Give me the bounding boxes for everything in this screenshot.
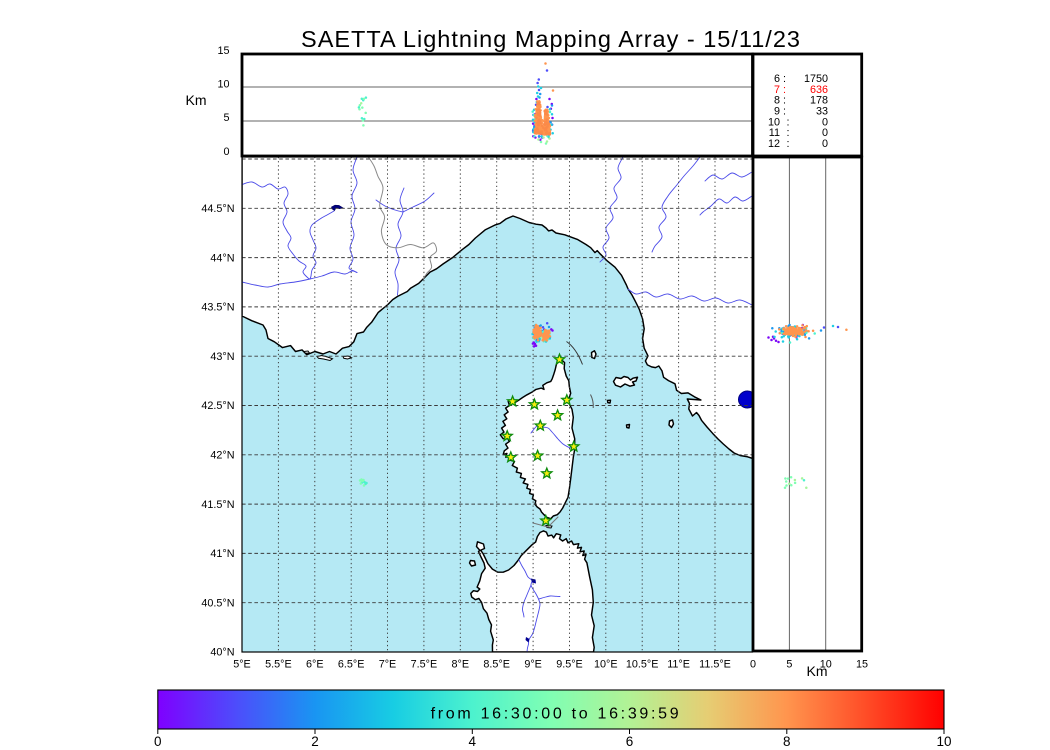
svg-text:43.5°N: 43.5°N [201,302,234,314]
svg-text:7°E: 7°E [379,659,397,671]
svg-text:2: 2 [311,734,319,749]
svg-text:from 16:30:00 to 16:39:59: from 16:30:00 to 16:39:59 [431,706,682,723]
svg-text:7.5°E: 7.5°E [411,659,438,671]
svg-text:11°E: 11°E [667,659,690,671]
svg-text:6°E: 6°E [306,659,324,671]
svg-text:42.5°N: 42.5°N [201,400,234,412]
svg-text:11: 11 [769,127,780,139]
svg-text:40°N: 40°N [210,647,234,659]
svg-text:9.5°E: 9.5°E [556,659,583,671]
svg-text:6: 6 [626,734,634,749]
svg-text:8.5°E: 8.5°E [483,659,510,671]
svg-text:8: 8 [783,734,791,749]
svg-text:44°N: 44°N [210,252,234,264]
svg-text::: : [787,138,790,150]
svg-text:44.5°N: 44.5°N [201,203,234,215]
svg-text:15: 15 [217,45,229,57]
svg-text:0: 0 [750,659,756,671]
svg-text:6.5°E: 6.5°E [338,659,365,671]
svg-text:0: 0 [822,116,828,128]
svg-text:41.5°N: 41.5°N [201,499,234,511]
svg-text:10°E: 10°E [594,659,618,671]
svg-text:10: 10 [936,734,951,749]
svg-text:5°E: 5°E [233,659,251,671]
svg-text:8°E: 8°E [452,659,470,671]
svg-text:12: 12 [768,138,780,150]
svg-text::: : [787,116,790,128]
svg-text:178: 178 [810,95,828,107]
svg-text:9°E: 9°E [524,659,542,671]
svg-text:42°N: 42°N [210,450,234,462]
svg-text:Km: Km [186,92,207,108]
svg-text:40.5°N: 40.5°N [201,597,234,609]
svg-text:Km: Km [807,663,828,679]
svg-text:5: 5 [223,112,229,124]
svg-text::: : [787,127,790,139]
svg-text:SAETTA Lightning Mapping Array: SAETTA Lightning Mapping Array - 15/11/2… [301,26,801,52]
svg-text:7: 7 [774,84,780,96]
svg-text:0: 0 [822,138,828,150]
svg-text:33: 33 [816,106,828,118]
svg-text:11.5°E: 11.5°E [699,659,731,671]
svg-text:10.5°E: 10.5°E [626,659,659,671]
svg-text:8: 8 [774,95,780,107]
svg-text::: : [783,95,786,107]
svg-text:6: 6 [774,73,780,85]
svg-text:0: 0 [822,127,828,139]
svg-text:43°N: 43°N [210,351,234,363]
svg-text:1750: 1750 [804,73,828,85]
svg-text:41°N: 41°N [210,548,234,560]
svg-text:10: 10 [768,116,780,128]
svg-text::: : [783,84,786,96]
svg-text::: : [783,106,786,118]
svg-text:0: 0 [223,146,229,158]
svg-text:4: 4 [469,734,477,749]
svg-text:10: 10 [820,659,832,671]
svg-text:5.5°E: 5.5°E [265,659,292,671]
svg-text::: : [783,73,786,85]
svg-text:9: 9 [774,106,780,118]
svg-text:0: 0 [154,734,162,749]
svg-text:636: 636 [810,84,828,96]
svg-text:10: 10 [217,79,229,91]
svg-text:5: 5 [786,659,792,671]
svg-text:15: 15 [856,659,868,671]
